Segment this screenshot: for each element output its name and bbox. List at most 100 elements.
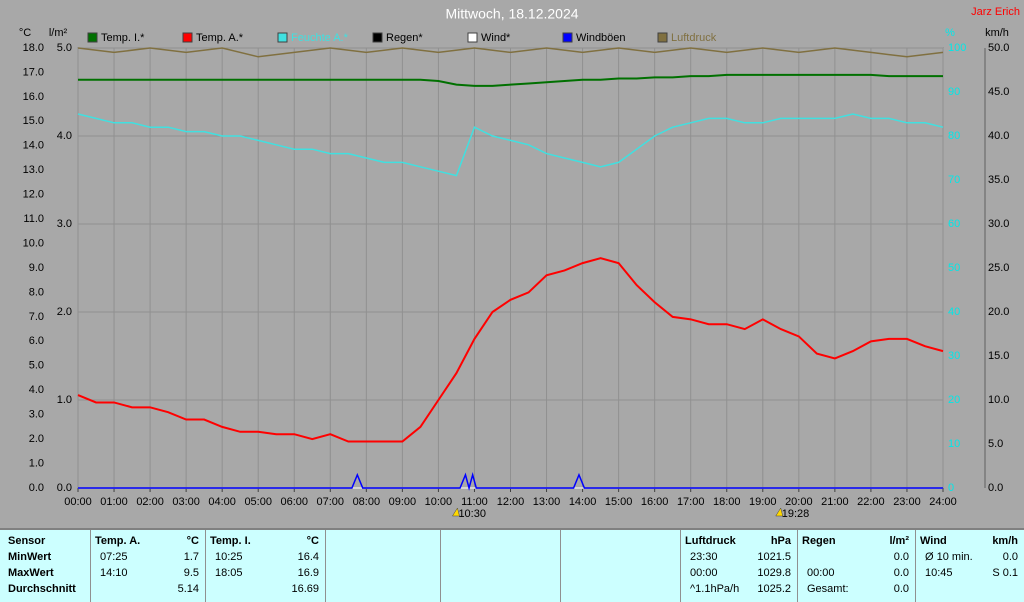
y3-tick-label: 10 [948, 438, 960, 450]
cell-value: 0.0 [893, 583, 909, 595]
x-tick-label: 23:00 [893, 496, 921, 508]
x-tick-label: 03:00 [172, 496, 200, 508]
x-tick-label: 11:00 [461, 496, 488, 508]
series-line [78, 73, 943, 87]
author: Jarz Erich [971, 6, 1020, 18]
cell-label: 00:00 [690, 567, 718, 579]
column-divider [680, 530, 681, 602]
annotation: 10:30 [458, 508, 486, 520]
x-tick-label: 09:00 [389, 496, 417, 508]
y-tick-label: 1.0 [29, 457, 44, 469]
x-tick-label: 14:00 [569, 496, 597, 508]
cell-label: Gesamt: [807, 583, 849, 595]
legend-swatch [182, 32, 193, 43]
y4-tick-label: 10.0 [988, 394, 1009, 406]
x-tick-label: 13:00 [533, 496, 561, 508]
cell-value: 1029.8 [757, 567, 791, 579]
y-tick-label: 18.0 [23, 42, 44, 54]
legend-label: Windböen [576, 32, 626, 44]
y2-tick-label: 2.0 [57, 306, 72, 318]
y-tick-label: 4.0 [29, 384, 44, 396]
cell-label: 00:00 [807, 567, 835, 579]
cell-label: 23:30 [690, 551, 718, 563]
y-tick-label: 0.0 [29, 482, 44, 494]
y-tick-label: 11.0 [23, 213, 44, 225]
panel-header: Regen [802, 535, 836, 547]
y-tick-label: 17.0 [23, 66, 44, 78]
y-tick-label: 9.0 [29, 262, 44, 274]
cell-value: 0.0 [893, 567, 909, 579]
x-tick-label: 18:00 [713, 496, 741, 508]
x-tick-label: 24:00 [929, 496, 957, 508]
x-tick-label: 06:00 [280, 496, 308, 508]
panel-header: Temp. A. [95, 535, 141, 547]
panel-unit: °C [186, 535, 199, 547]
y4-tick-label: 20.0 [988, 306, 1009, 318]
legend-label: Temp. I.* [101, 32, 145, 44]
cell-value: 16.4 [297, 551, 319, 563]
y-tick-label: 13.0 [23, 164, 44, 176]
y4-tick-label: 40.0 [988, 130, 1009, 142]
y3-tick-label: 40 [948, 306, 960, 318]
y-tick-label: 8.0 [29, 286, 44, 298]
cell-label: 07:25 [100, 551, 128, 563]
x-tick-label: 00:00 [64, 496, 92, 508]
legend-label: Wind* [481, 32, 511, 44]
column-divider [915, 530, 916, 602]
cell-label: 18:05 [215, 567, 243, 579]
y-tick-label: 12.0 [23, 189, 44, 201]
annotation-icon [451, 507, 460, 517]
y-tick-label: 15.0 [23, 115, 44, 127]
x-tick-label: 22:00 [857, 496, 885, 508]
chart-title: Mittwoch, 18.12.2024 [445, 6, 578, 22]
y3-tick-label: 0 [948, 482, 954, 494]
series-line [77, 113, 944, 177]
y4-tick-label: 0.0 [988, 482, 1003, 494]
panel-unit: °C [306, 535, 319, 547]
y-tick-label: 6.0 [29, 335, 44, 347]
x-tick-label: 17:00 [677, 496, 705, 508]
x-tick-label: 16:00 [641, 496, 669, 508]
y-tick-label: 7.0 [29, 311, 44, 323]
x-tick-label: 04:00 [208, 496, 236, 508]
row-label: MaxWert [8, 567, 54, 579]
cell-value: S 0.1 [992, 567, 1018, 579]
series-line [77, 47, 944, 58]
y4-tick-label: 35.0 [988, 174, 1009, 186]
cell-value: 1021.5 [757, 551, 791, 563]
column-divider [440, 530, 441, 602]
legend-label: Luftdruck [671, 32, 717, 44]
x-tick-label: 07:00 [317, 496, 345, 508]
x-tick-label: 15:00 [605, 496, 633, 508]
row-label: Durchschnitt [8, 583, 76, 595]
y-tick-label: 10.0 [23, 237, 44, 249]
y-tick-label: 5.0 [29, 360, 44, 372]
x-tick-label: 20:00 [785, 496, 813, 508]
y-tick-label: 2.0 [29, 433, 44, 445]
legend-label: Regen* [386, 32, 423, 44]
cell-value: 16.69 [291, 583, 319, 595]
cell-label: Ø 10 min. [925, 551, 973, 563]
column-divider [560, 530, 561, 602]
y4-tick-label: 15.0 [988, 350, 1009, 362]
legend-swatch [467, 32, 478, 43]
series-line [77, 257, 944, 443]
annotation: 19:28 [782, 508, 810, 520]
y3-tick-label: 20 [948, 394, 960, 406]
cell-label: 10:45 [925, 567, 953, 579]
cell-label: 10:25 [215, 551, 243, 563]
panel-unit: hPa [770, 535, 791, 547]
y3-tick-label: 60 [948, 218, 960, 230]
annotation-icon [775, 507, 784, 517]
y3-tick-label: 50 [948, 262, 960, 274]
y-tick-label: 14.0 [23, 140, 44, 152]
panel-unit: l/m² [889, 535, 909, 547]
panel-header: Temp. I. [210, 535, 251, 547]
y4-tick-label: 50.0 [988, 42, 1009, 54]
legend-swatch [562, 32, 573, 43]
y-tick-label: 16.0 [23, 91, 44, 103]
y3-axis-label: % [945, 27, 955, 39]
y4-tick-label: 25.0 [988, 262, 1009, 274]
x-tick-label: 01:00 [100, 496, 128, 508]
cell-value: 0.0 [893, 551, 909, 563]
